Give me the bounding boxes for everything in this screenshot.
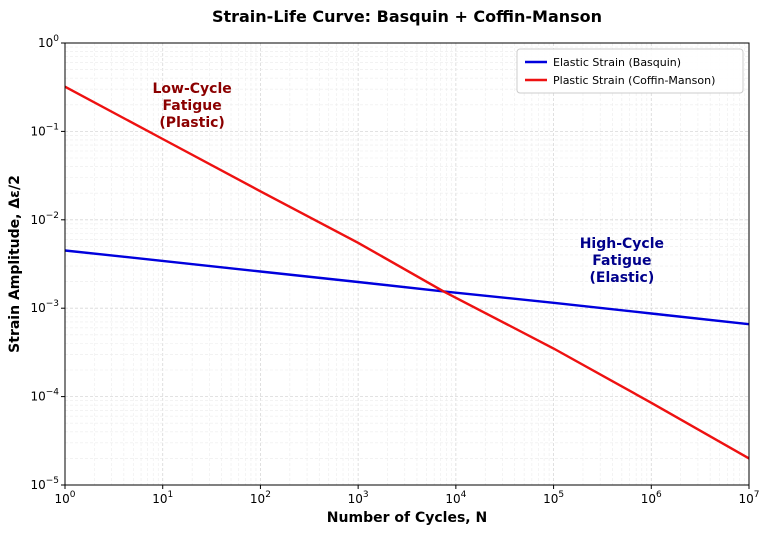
x-tick-label: 100 [54,490,75,506]
y-tick-label: 10−3 [30,299,59,315]
legend-label: Elastic Strain (Basquin) [553,56,681,69]
x-tick-label: 107 [738,490,759,506]
y-axis-label: Strain Amplitude, Δε/2 [7,175,23,353]
chart-title: Strain-Life Curve: Basquin + Coffin-Mans… [212,7,602,26]
plot-frame [64,42,750,486]
legend-label: Plastic Strain (Coffin-Manson) [553,74,715,87]
series-line-1 [64,249,750,326]
x-tick-label: 106 [641,490,662,506]
annotations: Low-Cycle Fatigue (Plastic) High-Cycle Fatig… [152,81,664,286]
y-tick-label: 10−5 [30,476,59,492]
annotation-1: Low-Cycle Fatigue (Plastic) [152,81,231,131]
y-tick-label: 10−4 [30,388,59,404]
x-tick-label: 104 [445,490,466,506]
x-tick-label: 103 [348,490,369,506]
legend-box [516,48,744,94]
series-layer [64,85,750,460]
legend: Elastic Strain (Basquin) Plastic Strain (… [516,48,744,94]
x-tick-label: 102 [250,490,271,506]
y-tick-label: 10−1 [30,122,59,138]
x-axis-label: Number of Cycles, N [327,510,487,526]
y-tick-label: 100 [38,34,59,50]
x-tick-label: 105 [543,490,564,506]
axis-ticks: 100 101 102 103 104 105 106 107 10−5 10−4 10−3 10−2… [30,34,759,506]
series-line-2 [64,85,750,460]
y-tick-label: 10−2 [30,211,59,227]
x-tick-label: 101 [152,490,173,506]
annotation-2: High-Cycle Fatigue (Elastic) [580,236,664,286]
